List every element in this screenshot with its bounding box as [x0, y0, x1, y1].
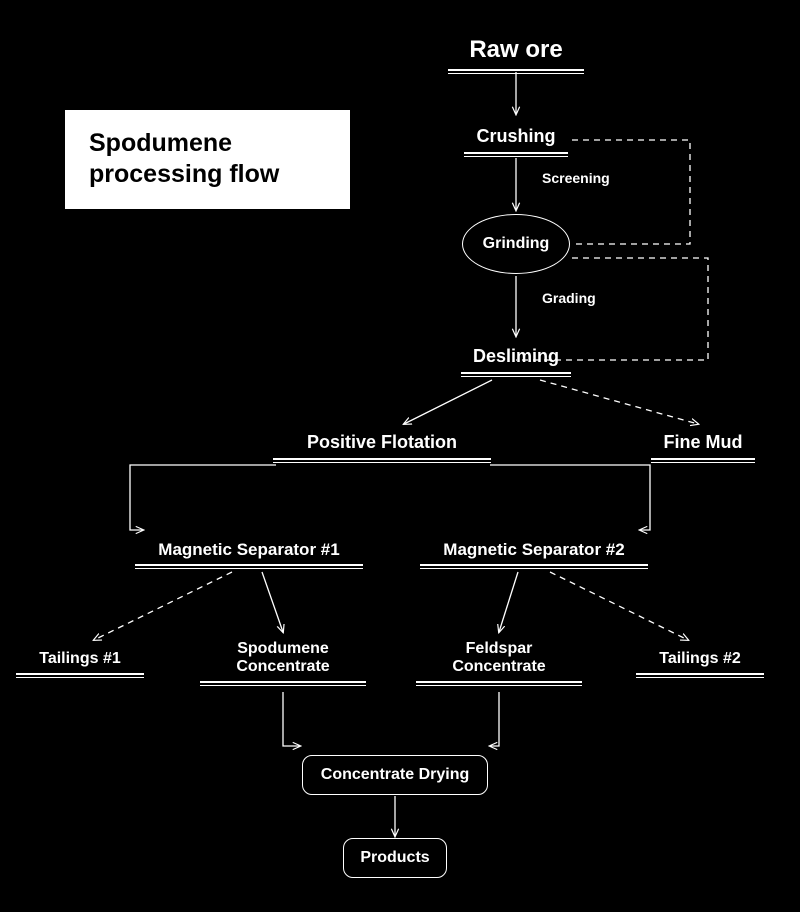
node-label: Positive Flotation [307, 432, 457, 452]
node-grinding: Grinding [462, 214, 570, 274]
ul-pos-flot [273, 458, 491, 463]
node-spod-conc: Spodumene Concentrate [200, 640, 366, 676]
ul-raw-ore [448, 69, 584, 74]
node-tail2: Tailings #2 [636, 650, 764, 668]
node-label: Spodumene Concentrate [236, 640, 329, 675]
node-fine-mud: Fine Mud [651, 432, 755, 453]
node-label: Feldspar Concentrate [452, 640, 545, 675]
node-pos-flot: Positive Flotation [273, 432, 491, 453]
ul-mag1 [135, 564, 363, 569]
ul-tail2 [636, 673, 764, 678]
ul-spod-conc [200, 681, 366, 686]
ul-feld-conc [416, 681, 582, 686]
ul-desliming [461, 372, 571, 377]
edge-label-grading: Grading [542, 290, 596, 306]
node-desliming: Desliming [461, 346, 571, 367]
node-label: Fine Mud [664, 432, 743, 452]
node-tail1: Tailings #1 [16, 650, 144, 668]
ul-crushing [464, 152, 568, 157]
node-products: Products [343, 838, 447, 878]
node-feld-conc: Feldspar Concentrate [416, 640, 582, 676]
diagram-title: Spodumene processing flow [65, 110, 350, 209]
node-crushing: Crushing [464, 126, 568, 147]
node-label: Raw ore [469, 36, 562, 63]
ul-fine-mud [651, 458, 755, 463]
node-label: Grinding [483, 235, 550, 253]
node-label: Crushing [477, 126, 556, 146]
node-label: Concentrate Drying [321, 766, 469, 784]
node-label: Products [360, 849, 429, 867]
node-label: Desliming [473, 346, 559, 366]
node-label: Magnetic Separator #2 [443, 540, 624, 559]
node-label: Tailings #2 [659, 650, 741, 667]
diagram-title-text: Spodumene processing flow [89, 129, 279, 188]
ul-mag2 [420, 564, 648, 569]
node-raw-ore: Raw ore [448, 36, 584, 64]
node-mag2: Magnetic Separator #2 [420, 540, 648, 560]
node-drying: Concentrate Drying [302, 755, 488, 795]
edge-label-text: Grading [542, 290, 596, 306]
node-label: Magnetic Separator #1 [158, 540, 339, 559]
node-label: Tailings #1 [39, 650, 121, 667]
ul-tail1 [16, 673, 144, 678]
edge-label-screening: Screening [542, 170, 610, 186]
edge-label-text: Screening [542, 170, 610, 186]
node-mag1: Magnetic Separator #1 [135, 540, 363, 560]
